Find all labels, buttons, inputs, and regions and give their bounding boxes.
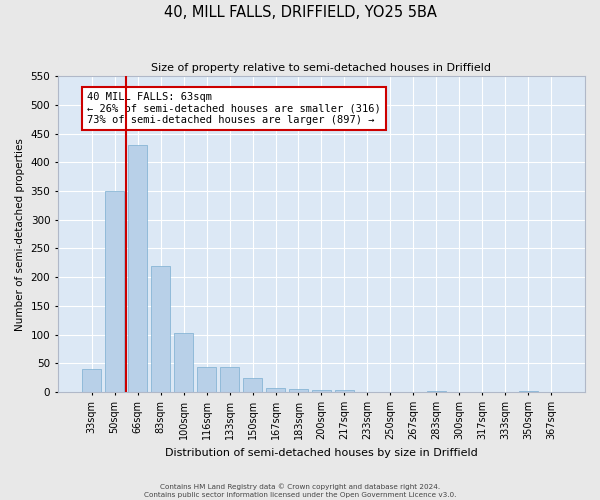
Bar [289, 388, 308, 392]
Bar [312, 390, 331, 392]
Bar [105, 191, 124, 392]
Bar [518, 391, 538, 392]
Title: Size of property relative to semi-detached houses in Driffield: Size of property relative to semi-detach… [151, 62, 491, 72]
Bar [243, 378, 262, 392]
Text: 40 MILL FALLS: 63sqm
← 26% of semi-detached houses are smaller (316)
73% of semi: 40 MILL FALLS: 63sqm ← 26% of semi-detac… [87, 92, 380, 125]
Bar [220, 367, 239, 392]
Bar [335, 390, 354, 392]
Y-axis label: Number of semi-detached properties: Number of semi-detached properties [15, 138, 25, 330]
Bar [427, 391, 446, 392]
Bar [151, 266, 170, 392]
Bar [197, 367, 217, 392]
Bar [82, 369, 101, 392]
Text: Contains HM Land Registry data © Crown copyright and database right 2024.
Contai: Contains HM Land Registry data © Crown c… [144, 484, 456, 498]
Bar [174, 333, 193, 392]
Bar [128, 145, 148, 392]
X-axis label: Distribution of semi-detached houses by size in Driffield: Distribution of semi-detached houses by … [165, 448, 478, 458]
Bar [266, 388, 285, 392]
Text: 40, MILL FALLS, DRIFFIELD, YO25 5BA: 40, MILL FALLS, DRIFFIELD, YO25 5BA [164, 5, 436, 20]
